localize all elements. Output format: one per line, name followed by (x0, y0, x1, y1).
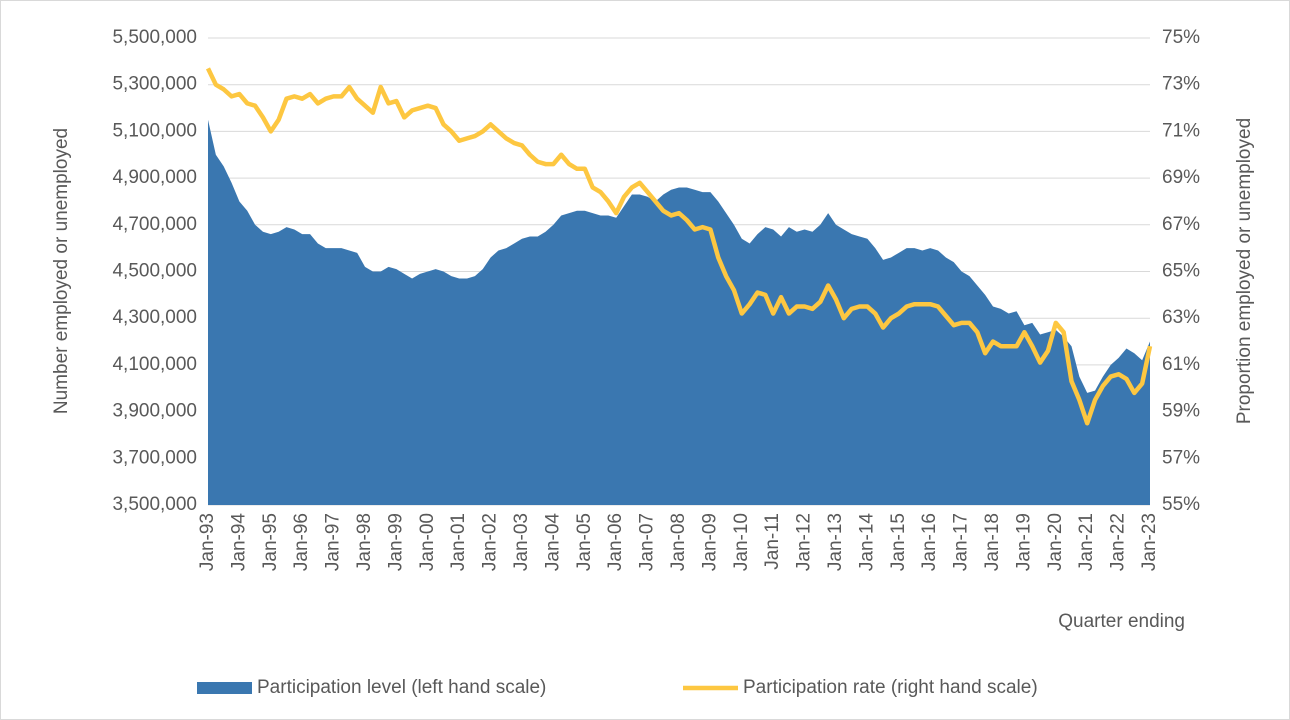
y2-axis-title: Proportion employed or unemployed (1234, 118, 1255, 424)
x-tick-label: Jan-02 (480, 513, 501, 571)
line (205, 67, 1153, 426)
y-tick-label: 3,700,000 (112, 447, 197, 468)
y-axis-title: Number employed or unemployed (51, 128, 72, 414)
x-tick-label: Jan-19 (1013, 513, 1034, 571)
y2-tick-label: 59% (1162, 401, 1200, 422)
y2-tick-label: 65% (1162, 261, 1200, 282)
x-tick-label: Jan-01 (448, 513, 469, 571)
y-tick-label: 3,500,000 (112, 494, 197, 515)
x-tick-label: Jan-07 (637, 513, 658, 571)
x-tick-label: Jan-16 (919, 513, 940, 571)
x-tick-label: Jan-04 (542, 513, 563, 572)
x-tick-label: Jan-14 (856, 513, 877, 572)
y2-tick-label: 71% (1162, 120, 1200, 141)
x-tick-label: Jan-94 (228, 513, 249, 572)
y2-tick-label: 63% (1162, 307, 1200, 328)
x-tick-label: Jan-96 (291, 513, 312, 571)
x-tick-label: Jan-95 (260, 513, 281, 571)
y-tick-label: 4,500,000 (112, 261, 197, 282)
y2-tick-label: 69% (1162, 167, 1200, 188)
x-tick-label: Jan-99 (385, 513, 406, 571)
x-tick-label: Jan-03 (511, 513, 532, 571)
y-tick-label: 4,900,000 (112, 167, 197, 188)
x-tick-label: Jan-12 (794, 513, 815, 571)
x-tick-label: Jan-00 (417, 513, 438, 571)
y2-tick-label: 67% (1162, 214, 1200, 235)
x-tick-label: Jan-05 (574, 513, 595, 571)
y-tick-label: 4,300,000 (112, 307, 197, 328)
y2-tick-label: 75% (1162, 27, 1200, 48)
x-tick-label: Jan-93 (197, 513, 218, 571)
legend-swatch (197, 682, 252, 694)
x-tick-label: Jan-20 (1045, 513, 1066, 571)
y-tick-label: 4,700,000 (112, 214, 197, 235)
x-tick-label: Jan-22 (1108, 513, 1129, 571)
x-tick-label: Jan-98 (354, 513, 375, 571)
legend-label: Participation rate (right hand scale) (743, 677, 1038, 698)
x-tick-label: Jan-06 (605, 513, 626, 571)
y2-tick-label: 61% (1162, 354, 1200, 375)
x-tick-label: Jan-09 (699, 513, 720, 571)
x-axis-title: Quarter ending (1058, 611, 1185, 632)
y2-tick-label: 55% (1162, 494, 1200, 515)
y-tick-label: 3,900,000 (112, 401, 197, 422)
y-tick-label: 5,300,000 (112, 74, 197, 95)
legend-label: Participation level (left hand scale) (257, 677, 546, 698)
x-tick-label: Jan-11 (762, 513, 783, 570)
x-tick-label: Jan-13 (825, 513, 846, 571)
x-tick-label: Jan-15 (888, 513, 909, 571)
area (208, 119, 1150, 505)
y-tick-label: 5,100,000 (112, 120, 197, 141)
x-tick-label: Jan-23 (1139, 513, 1160, 571)
y2-tick-label: 57% (1162, 447, 1200, 468)
x-tick-label: Jan-97 (323, 513, 344, 571)
x-tick-label: Jan-21 (1076, 513, 1097, 571)
y-tick-label: 5,500,000 (112, 27, 197, 48)
x-tick-label: Jan-17 (951, 513, 972, 571)
x-tick-label: Jan-08 (668, 513, 689, 571)
y-tick-label: 4,100,000 (112, 354, 197, 375)
x-tick-label: Jan-18 (982, 513, 1003, 571)
x-tick-label: Jan-10 (731, 513, 752, 571)
y2-tick-label: 73% (1162, 74, 1200, 95)
